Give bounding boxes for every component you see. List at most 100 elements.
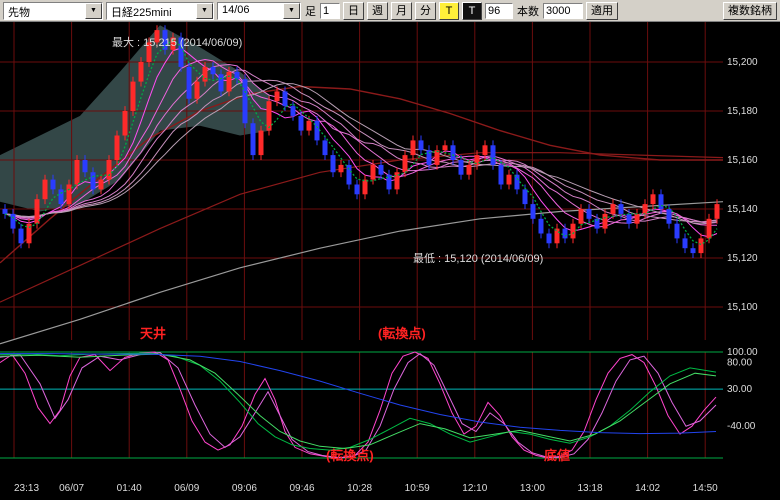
slow-ma-rising-line bbox=[0, 152, 724, 303]
candle-body bbox=[202, 66, 208, 82]
candle-body bbox=[98, 179, 104, 190]
candle-body bbox=[50, 179, 56, 190]
time-axis-label: 23:13 bbox=[14, 483, 39, 494]
chart-canvas[interactable]: 15,200 15,180 15,160 15,140 15,120 15,100 100.… bbox=[0, 22, 780, 500]
candle-body bbox=[442, 145, 448, 151]
candle-body bbox=[34, 199, 40, 224]
candle-body bbox=[394, 172, 400, 190]
indicator-axis-label: 80.00 bbox=[727, 358, 752, 369]
candle-body bbox=[122, 111, 128, 136]
candle-body bbox=[330, 155, 336, 173]
candle-body bbox=[690, 248, 696, 254]
turning-point-annotation-main: (転換点) bbox=[378, 326, 426, 341]
combo-gap bbox=[176, 3, 196, 19]
apply-button[interactable]: 適用 bbox=[586, 1, 618, 20]
ma-ribbon-line bbox=[4, 69, 718, 223]
candle-body bbox=[362, 179, 368, 195]
candle-body bbox=[706, 218, 712, 239]
candle-body bbox=[594, 218, 600, 229]
candle-body bbox=[90, 172, 96, 190]
pale-cloud-area bbox=[0, 25, 270, 212]
candle-body bbox=[2, 209, 8, 214]
candle-body bbox=[306, 120, 312, 131]
indicator-axis-label: -40.00 bbox=[727, 421, 756, 432]
candle-body bbox=[650, 194, 656, 205]
candle-body bbox=[498, 164, 504, 185]
candle-body bbox=[146, 42, 152, 62]
instrument-type-select[interactable]: 先物 ▼ bbox=[3, 1, 103, 20]
candle-body bbox=[586, 209, 592, 219]
candle-body bbox=[154, 30, 160, 43]
candle-body bbox=[338, 164, 344, 173]
ma-ribbon-line bbox=[4, 63, 718, 224]
candle-body bbox=[450, 145, 456, 160]
time-axis-label: 13:18 bbox=[577, 483, 602, 494]
candle-body bbox=[482, 145, 488, 156]
candle-body bbox=[506, 174, 512, 185]
candle-body bbox=[66, 184, 72, 205]
time-axis-label: 14:02 bbox=[635, 483, 660, 494]
turning-point-annotation-lower: (転換点) bbox=[326, 448, 374, 463]
period-minute-button[interactable]: 分 bbox=[415, 1, 436, 20]
candle-body bbox=[138, 62, 144, 82]
candle-body bbox=[210, 66, 216, 75]
period-week-button[interactable]: 週 bbox=[367, 1, 388, 20]
candle-body bbox=[570, 223, 576, 239]
candle-body bbox=[274, 91, 280, 102]
count-input[interactable] bbox=[543, 2, 583, 19]
candle-body bbox=[290, 106, 296, 116]
indicator-axis-label: 30.00 bbox=[727, 384, 752, 395]
chart-area[interactable]: 15,200 15,180 15,160 15,140 15,120 15,100 100.… bbox=[0, 22, 780, 500]
candle-body bbox=[386, 174, 392, 190]
rci-short-a-line bbox=[0, 351, 717, 459]
candle-body bbox=[370, 164, 376, 180]
chevron-down-icon[interactable]: ▼ bbox=[196, 2, 213, 19]
price-axis-label: 15,100 bbox=[727, 302, 758, 313]
candle-body bbox=[618, 204, 624, 214]
price-axis-label: 15,140 bbox=[727, 204, 758, 215]
bar-interval-input[interactable] bbox=[320, 2, 340, 19]
candle-body bbox=[490, 145, 496, 165]
candle-body bbox=[546, 233, 552, 244]
bars-shown-input[interactable] bbox=[485, 2, 513, 19]
time-axis-label: 01:40 bbox=[117, 483, 142, 494]
ceiling-annotation: 天井 bbox=[140, 326, 167, 341]
candle-body bbox=[602, 213, 608, 229]
candle-body bbox=[10, 213, 16, 229]
candle-body bbox=[234, 71, 240, 80]
candle-body bbox=[282, 91, 288, 107]
candle-body bbox=[714, 204, 720, 219]
period-day-button[interactable]: 日 bbox=[343, 1, 364, 20]
period-month-button[interactable]: 月 bbox=[391, 1, 412, 20]
chevron-down-icon[interactable]: ▼ bbox=[85, 2, 102, 19]
chevron-down-icon[interactable]: ▼ bbox=[283, 2, 300, 19]
candle-body bbox=[74, 160, 80, 185]
candle-body bbox=[258, 130, 264, 156]
time-axis-label: 12:10 bbox=[462, 483, 487, 494]
candle-body bbox=[170, 37, 176, 50]
multi-symbol-button[interactable]: 複数銘柄 bbox=[723, 1, 777, 20]
candle-body bbox=[226, 71, 232, 92]
price-axis-label: 15,160 bbox=[727, 155, 758, 166]
candle-body bbox=[242, 79, 248, 124]
candle-body bbox=[82, 160, 88, 173]
bar-type-label: 足 bbox=[305, 5, 316, 18]
candle-body bbox=[266, 101, 272, 131]
price-axis-label: 15,200 bbox=[727, 57, 758, 68]
candle-body bbox=[522, 189, 528, 205]
max-price-annotation: 最大 : 15,215 (2014/06/09) bbox=[112, 37, 243, 49]
symbol-select[interactable]: 日経225mini ▼ bbox=[106, 1, 214, 20]
tick-black-button[interactable]: T bbox=[462, 1, 482, 20]
candle-body bbox=[218, 74, 224, 92]
tick-button[interactable]: T bbox=[439, 1, 459, 20]
time-axis-label: 10:59 bbox=[405, 483, 430, 494]
candle-body bbox=[402, 155, 408, 173]
candle-body bbox=[58, 189, 64, 205]
contract-month-select[interactable]: 14/06 ▼ bbox=[217, 1, 301, 20]
candle-body bbox=[298, 115, 304, 131]
candle-body bbox=[538, 218, 544, 234]
candle-body bbox=[250, 123, 256, 156]
candle-body bbox=[410, 140, 416, 156]
candle-body bbox=[26, 223, 32, 244]
candle-body bbox=[554, 228, 560, 244]
